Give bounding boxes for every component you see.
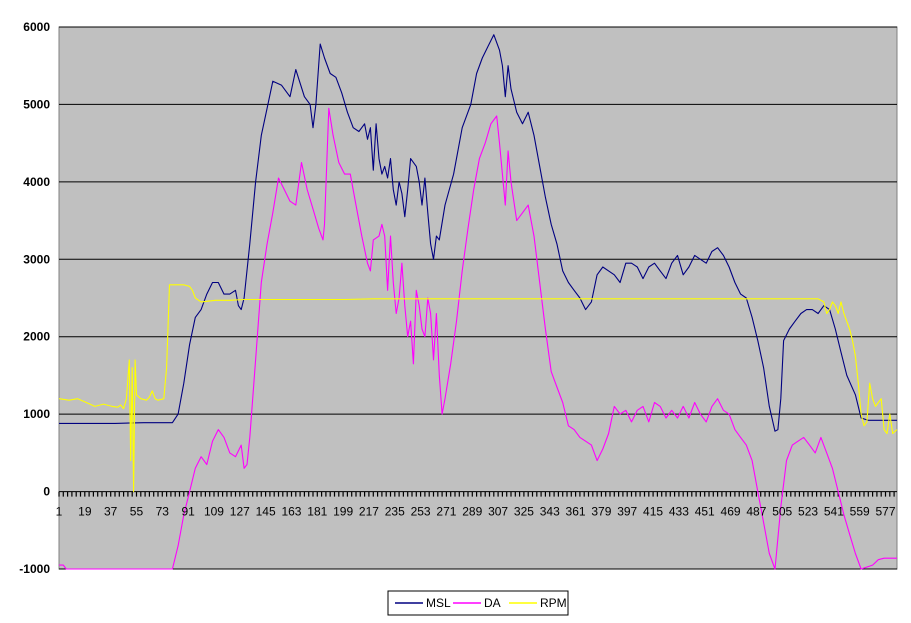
legend-label-rpm: RPM <box>540 596 567 610</box>
series-line-rpm <box>58 284 898 493</box>
y-axis-tick-labels: 6000 5000 4000 3000 2000 1000 0 -1000 <box>19 20 50 576</box>
x-tick-label: 199 <box>333 505 353 519</box>
x-tick-label: 73 <box>156 505 170 519</box>
y-tick-label: 3000 <box>23 252 50 266</box>
x-tick-label: 163 <box>281 505 301 519</box>
x-tick-label: 181 <box>307 505 327 519</box>
x-tick-label: 541 <box>824 505 844 519</box>
x-tick-label: 325 <box>514 505 534 519</box>
x-tick-label: 217 <box>359 505 379 519</box>
x-tick-label: 235 <box>385 505 405 519</box>
x-tick-label: 343 <box>540 505 560 519</box>
y-tick-label: 1000 <box>23 407 50 421</box>
x-tick-label: 253 <box>411 505 431 519</box>
x-tick-label: 415 <box>643 505 663 519</box>
y-tick-label: 0 <box>43 485 50 499</box>
x-tick-label: 577 <box>876 505 896 519</box>
series-lines <box>58 34 898 570</box>
legend: MSL DA RPM <box>387 590 569 616</box>
series-line-da <box>59 107 897 570</box>
x-tick-label: 145 <box>256 505 276 519</box>
plot-area <box>58 26 898 570</box>
y-tick-label: 6000 <box>23 20 50 34</box>
x-tick-label: 55 <box>130 505 144 519</box>
x-tick-label: 559 <box>850 505 870 519</box>
x-tick-label: 487 <box>746 505 766 519</box>
x-tick-label: 397 <box>617 505 637 519</box>
series-line-msl <box>59 34 897 432</box>
x-tick-label: 361 <box>566 505 586 519</box>
x-tick-label: 379 <box>591 505 611 519</box>
y-tick-label: 4000 <box>23 175 50 189</box>
x-axis-tick-labels: 1 19 37 55 73 91 109 127 145 163 181 199 217 235 253 27… <box>56 505 896 519</box>
x-tick-label: 505 <box>772 505 792 519</box>
x-tick-label: 451 <box>695 505 715 519</box>
x-tick-label: 37 <box>104 505 118 519</box>
y-tick-label: 5000 <box>23 97 50 111</box>
x-tick-label: 469 <box>721 505 741 519</box>
x-tick-label: 271 <box>436 505 456 519</box>
x-tick-label: 307 <box>488 505 508 519</box>
legend-label-msl: MSL <box>426 596 451 610</box>
gridlines <box>59 26 897 570</box>
x-tick-label: 109 <box>204 505 224 519</box>
x-axis-ticks <box>58 491 895 497</box>
x-tick-label: 19 <box>78 505 92 519</box>
x-tick-label: 289 <box>462 505 482 519</box>
legend-label-da: DA <box>484 596 501 610</box>
x-tick-label: 127 <box>230 505 250 519</box>
x-tick-label: 1 <box>56 505 63 519</box>
x-tick-label: 523 <box>798 505 818 519</box>
x-tick-label: 91 <box>181 505 195 519</box>
x-tick-label: 433 <box>669 505 689 519</box>
y-tick-label: -1000 <box>19 562 50 576</box>
y-tick-label: 2000 <box>23 330 50 344</box>
